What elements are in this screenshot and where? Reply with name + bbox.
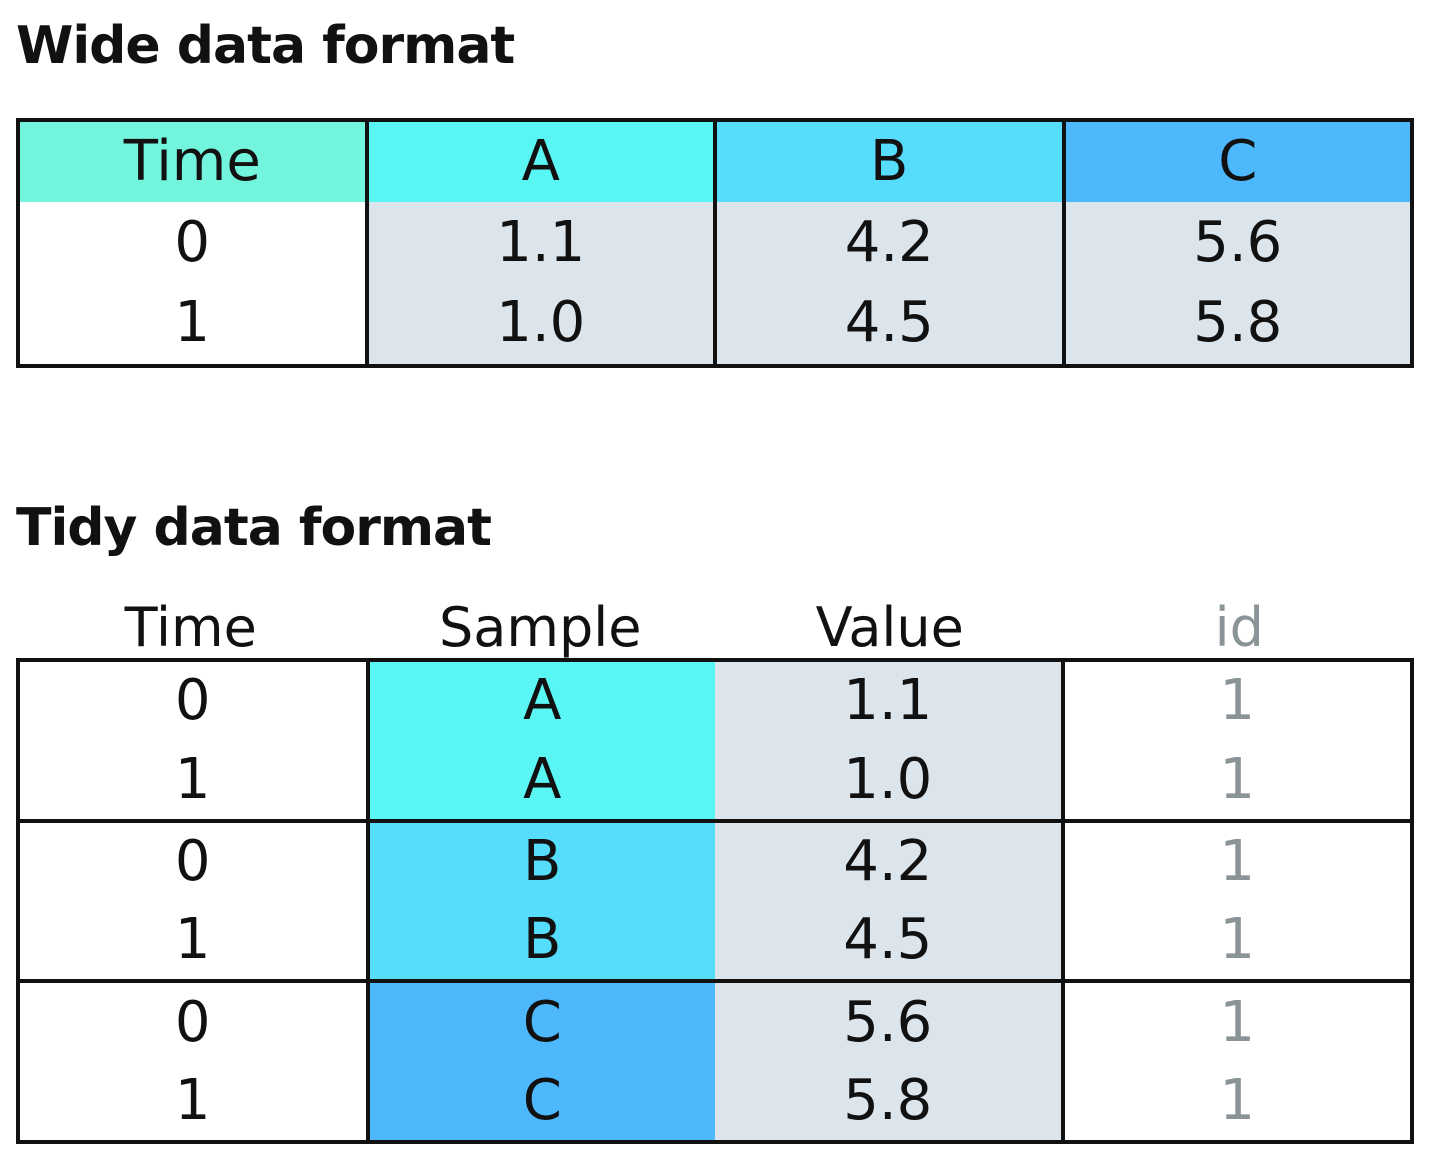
wide-cell: 4.2 xyxy=(844,210,934,275)
tidy-group-b: 0 1 B B 4.2 4.5 1 1 xyxy=(20,818,1410,980)
tidy-header-id: id xyxy=(1214,596,1264,659)
tidy-time-column: 0 1 xyxy=(20,822,366,980)
tidy-header-time: Time xyxy=(124,596,257,659)
wide-column-body: 4.2 4.5 xyxy=(717,202,1062,364)
tidy-sample-column: C C xyxy=(365,983,715,1141)
wide-cell: 4.5 xyxy=(844,290,934,355)
wide-column-time: Time 0 1 xyxy=(20,122,365,364)
tidy-id-cell: 1 xyxy=(1219,746,1256,812)
tidy-header-value: Value xyxy=(815,596,964,659)
tidy-time-cell: 0 xyxy=(174,989,211,1055)
wide-cell: 5.6 xyxy=(1193,210,1283,275)
tidy-sample-cell: A xyxy=(523,746,562,812)
wide-header-b: B xyxy=(717,122,1062,202)
tidy-value-cell: 1.1 xyxy=(843,668,933,734)
tidy-group-a: 0 1 A A 1.1 1.0 1 1 xyxy=(20,662,1410,819)
wide-cell: 5.8 xyxy=(1193,290,1283,355)
tidy-value-column: 4.2 4.5 xyxy=(715,822,1061,980)
wide-cell: 0 xyxy=(174,210,211,275)
tidy-value-cell: 4.5 xyxy=(843,907,933,973)
tidy-sample-cell: C xyxy=(522,1067,562,1133)
wide-cell: 1.0 xyxy=(496,290,586,355)
tidy-id-cell: 1 xyxy=(1219,828,1256,894)
wide-cell: 1.1 xyxy=(496,210,586,275)
tidy-value-column: 5.6 5.8 xyxy=(715,983,1061,1141)
tidy-table: 0 1 A A 1.1 1.0 1 1 0 1 B B 4.2 4.5 1 xyxy=(16,658,1414,1144)
tidy-time-cell: 1 xyxy=(174,746,211,812)
tidy-value-cell: 4.2 xyxy=(843,828,933,894)
tidy-time-column: 0 1 xyxy=(20,662,366,819)
wide-column-body: 1.1 1.0 xyxy=(368,202,713,364)
wide-header-a: A xyxy=(368,122,713,202)
tidy-time-column: 0 1 xyxy=(20,983,366,1141)
tidy-id-cell: 1 xyxy=(1219,907,1256,973)
tidy-header-row: Time Sample Value id xyxy=(16,596,1414,660)
wide-table: Time 0 1 A 1.1 1.0 B 4.2 4.5 C 5.6 5.8 xyxy=(16,118,1414,368)
tidy-id-column: 1 1 xyxy=(1060,983,1410,1141)
tidy-sample-cell: A xyxy=(523,668,562,734)
tidy-id-cell: 1 xyxy=(1219,1067,1256,1133)
tidy-id-cell: 1 xyxy=(1219,668,1256,734)
tidy-sample-column: B B xyxy=(365,822,715,980)
tidy-format-title: Tidy data format xyxy=(16,498,492,558)
wide-column-body: 0 1 xyxy=(20,202,365,364)
tidy-sample-cell: B xyxy=(523,907,562,973)
tidy-sample-column: A A xyxy=(365,662,715,819)
tidy-sample-cell: C xyxy=(522,989,562,1055)
tidy-id-column: 1 1 xyxy=(1060,662,1410,819)
wide-column-c: C 5.6 5.8 xyxy=(1061,122,1410,364)
tidy-id-column: 1 1 xyxy=(1060,822,1410,980)
tidy-time-cell: 1 xyxy=(174,907,211,973)
tidy-time-cell: 1 xyxy=(174,1067,211,1133)
tidy-header-sample: Sample xyxy=(439,596,642,659)
tidy-value-cell: 5.6 xyxy=(843,989,933,1055)
wide-column-body: 5.6 5.8 xyxy=(1065,202,1410,364)
wide-column-b: B 4.2 4.5 xyxy=(713,122,1062,364)
tidy-id-cell: 1 xyxy=(1219,989,1256,1055)
wide-column-a: A 1.1 1.0 xyxy=(364,122,713,364)
tidy-time-cell: 0 xyxy=(174,828,211,894)
tidy-time-cell: 0 xyxy=(174,668,211,734)
tidy-value-cell: 5.8 xyxy=(843,1067,933,1133)
tidy-value-cell: 1.0 xyxy=(843,746,933,812)
tidy-sample-cell: B xyxy=(523,828,562,894)
tidy-group-c: 0 1 C C 5.6 5.8 1 1 xyxy=(20,979,1410,1141)
wide-format-title: Wide data format xyxy=(16,16,515,76)
tidy-value-column: 1.1 1.0 xyxy=(715,662,1061,819)
wide-header-time: Time xyxy=(20,122,365,202)
wide-header-c: C xyxy=(1065,122,1410,202)
wide-cell: 1 xyxy=(174,290,211,355)
